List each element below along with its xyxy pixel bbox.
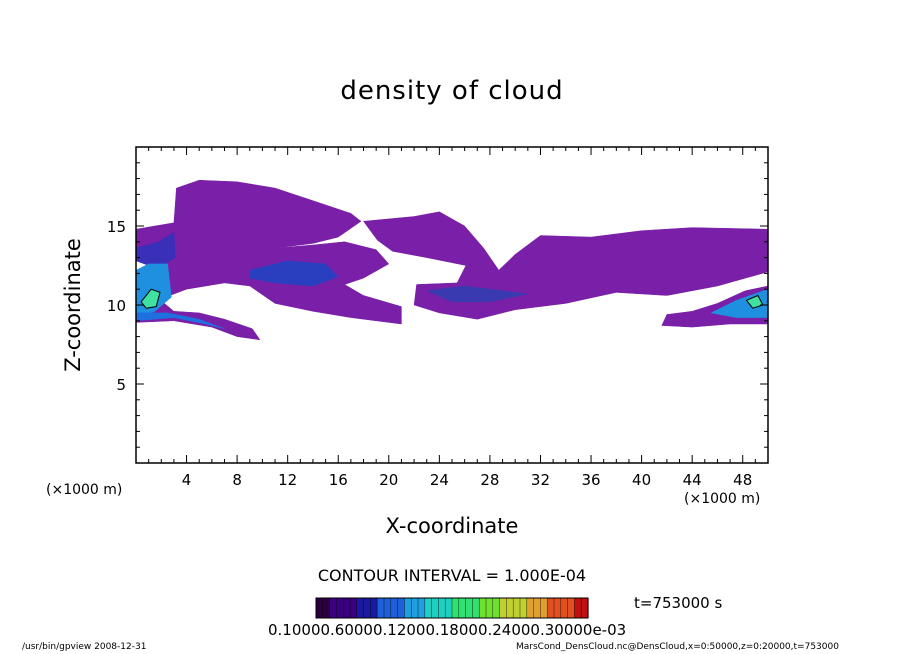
y-tick-label: 10 <box>107 297 126 315</box>
x-axis-label-text: X-coordinate <box>385 514 519 538</box>
colorbar-segment <box>356 598 365 618</box>
colorbar-segment <box>547 598 555 618</box>
x-unit-label-left: (×1000 m) <box>46 482 123 498</box>
colorbar-segment <box>343 598 351 618</box>
colorbar-segment <box>316 598 324 618</box>
colorbar-segment <box>486 598 494 618</box>
contour-region-center-left-core <box>249 260 339 287</box>
colorbar-segment <box>465 598 473 618</box>
x-tick-label: 48 <box>733 471 752 489</box>
colorbar-segment <box>554 598 562 618</box>
contour-regions <box>135 179 769 341</box>
y-axis-label: Z-coordinate <box>61 238 85 372</box>
contour-interval-label: CONTOUR INTERVAL = 1.000E-04 <box>317 566 587 585</box>
chart-title: density of cloud <box>340 76 564 106</box>
colorbar-segment <box>540 598 548 618</box>
colorbar-segment <box>404 598 412 618</box>
contour-region-left-wall-peak <box>140 288 161 309</box>
colorbar-segment <box>567 598 575 618</box>
contour-region-lower-left-core <box>135 312 225 329</box>
x-unit-label-right: (×1000 m) <box>684 491 761 507</box>
colorbar-segment <box>452 598 460 618</box>
x-tick-label: 28 <box>480 471 499 489</box>
colorbar-segment <box>458 598 467 618</box>
colorbar-segment <box>492 598 501 618</box>
colorbar-segment <box>520 598 528 618</box>
colorbar-segment <box>499 598 507 618</box>
colorbar-segment <box>329 598 337 618</box>
contour-region-middle-layer <box>363 211 769 320</box>
x-tick-label: 16 <box>329 471 348 489</box>
colorbar-segment <box>418 598 426 618</box>
footer-source: MarsCond_DensCloud.nc@DensCloud,x=0:5000… <box>516 642 839 652</box>
colorbar-segment <box>397 598 405 618</box>
colorbar-segment <box>350 598 358 618</box>
colorbar-segment <box>574 598 582 618</box>
x-tick-label: 32 <box>531 471 550 489</box>
colorbar-segment <box>526 598 535 618</box>
colorbar-segment <box>479 598 487 618</box>
colorbar-segment <box>560 598 569 618</box>
footer-program-date: /usr/bin/gpview 2008-12-31 <box>22 642 147 652</box>
x-tick-label: 8 <box>232 471 242 489</box>
contour-region-mid-left-layer <box>142 241 402 325</box>
colorbar-segment <box>390 598 399 618</box>
colorbar-segment <box>370 598 378 618</box>
x-tick-label: 40 <box>632 471 651 489</box>
x-tick-label: 44 <box>683 471 702 489</box>
colorbar-segment <box>472 598 480 618</box>
colorbar-segment <box>322 598 331 618</box>
colorbar-segment <box>581 598 589 618</box>
colorbar-segment <box>431 598 439 618</box>
x-tick-label: 36 <box>581 471 600 489</box>
colorbar-segment <box>363 598 371 618</box>
colorbar-frame <box>315 597 589 619</box>
x-tick-label: 20 <box>379 471 398 489</box>
x-tick-label: 24 <box>430 471 449 489</box>
colorbar-segment <box>411 598 419 618</box>
contour-region-center-core <box>426 285 529 303</box>
colorbar-segment <box>384 598 392 618</box>
colorbar-labels: 0.10000.60000.12000.18000.24000.30000e-0… <box>268 621 627 639</box>
colorbar-segment <box>533 598 541 618</box>
x-axis-label: X-coordinate <box>0 514 904 538</box>
y-tick-label: 5 <box>116 376 126 394</box>
colorbar-segment <box>424 598 433 618</box>
x-tick-label: 4 <box>182 471 192 489</box>
colorbar-segment <box>506 598 514 618</box>
x-tick-label: 12 <box>278 471 297 489</box>
colorbar-segment <box>438 598 446 618</box>
y-tick-label: 15 <box>107 218 126 236</box>
time-label: t=753000 s <box>634 594 723 612</box>
colorbar-segment <box>336 598 344 618</box>
colorbar <box>315 597 589 619</box>
colorbar-segment <box>513 598 521 618</box>
colorbar-segment <box>377 598 385 618</box>
colorbar-segment <box>445 598 453 618</box>
